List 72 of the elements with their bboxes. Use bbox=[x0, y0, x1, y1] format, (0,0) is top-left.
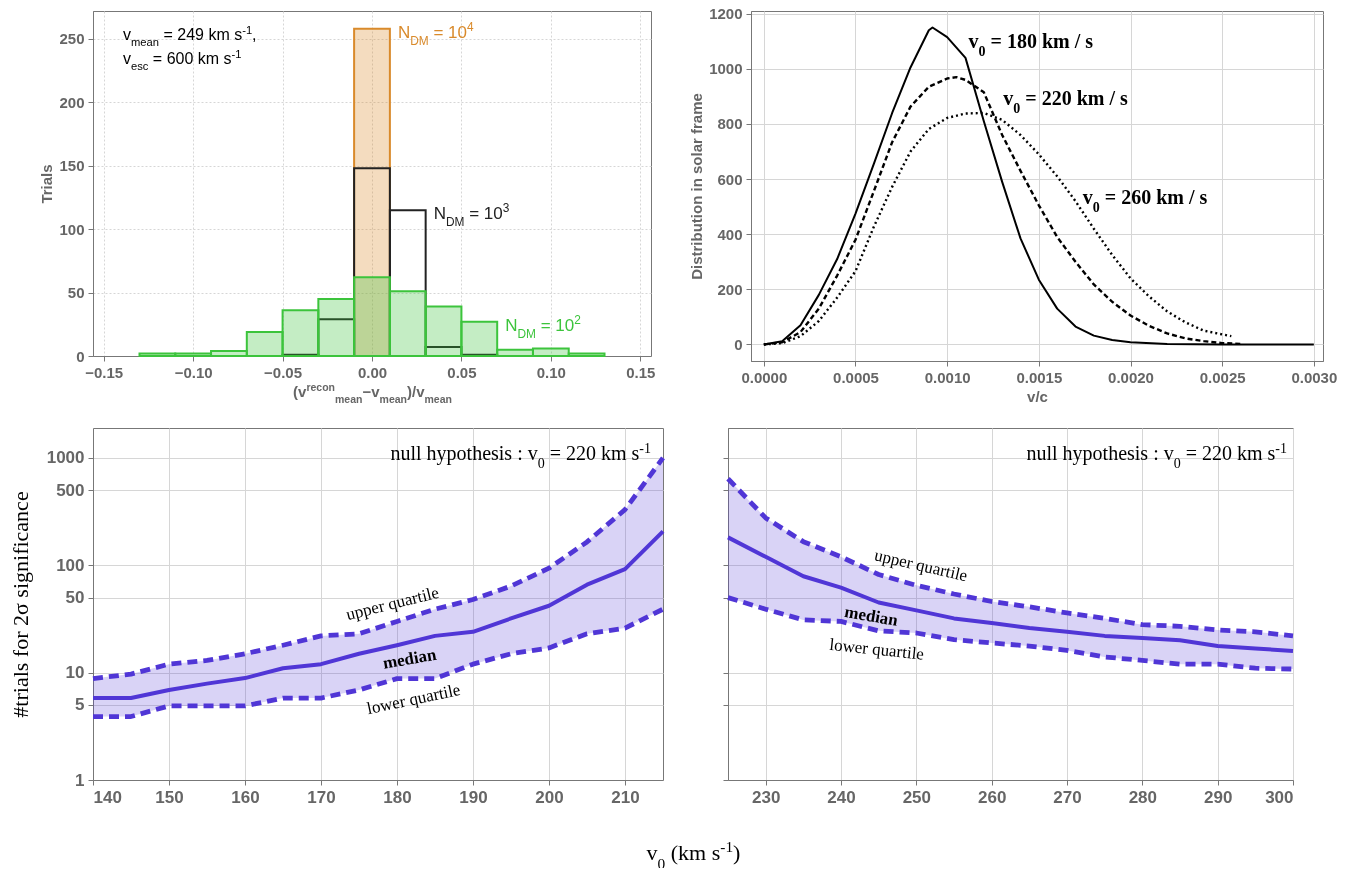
series-label: v$_{0}$ = 260 km / s bbox=[1082, 185, 1208, 215]
y-tick-label: 5 bbox=[75, 695, 85, 715]
annotation: null hypothesis : v$_{0}$ = 220 km s$^{-1}$ bbox=[1026, 440, 1287, 471]
x-axis-title: (v$^{recon}$$_{mean}$−v$_{mean}$)/v$_{mean}$ bbox=[293, 380, 452, 405]
annotation: v$_{esc}$ = 600 km s$^{-1}$ bbox=[123, 48, 242, 72]
text: lower quartile bbox=[828, 634, 925, 664]
text: lower quartile bbox=[365, 679, 463, 719]
y-tick-label: 200 bbox=[59, 93, 85, 111]
y-tick-label: 50 bbox=[65, 588, 85, 608]
y-tick-label: 250 bbox=[59, 30, 85, 48]
y-tick-label: 0 bbox=[76, 347, 85, 365]
series-label: N$_{DM}$ = 10$^{2}$ bbox=[505, 312, 582, 341]
x-tick-label: 0.0020 bbox=[1108, 368, 1154, 386]
x-tick-label: 170 bbox=[307, 787, 336, 807]
series-label: v$_{0}$ = 180 km / s bbox=[968, 29, 1094, 59]
x-tick-label: 290 bbox=[1203, 787, 1233, 807]
x-tick-label: 240 bbox=[827, 787, 856, 807]
y-tick-label: 1000 bbox=[46, 448, 85, 468]
x-tick-label: 0.10 bbox=[536, 363, 566, 381]
x-tick-label: 150 bbox=[155, 787, 184, 807]
text: median bbox=[843, 601, 900, 631]
x-tick-label: 180 bbox=[383, 787, 412, 807]
text: upper quartile bbox=[344, 582, 441, 625]
x-tick-label: 0.05 bbox=[447, 363, 477, 381]
x-tick-label: 280 bbox=[1128, 787, 1158, 807]
series-label: N$_{DM}$ = 10$^{4}$ bbox=[397, 19, 474, 48]
x-tick-label: 0.15 bbox=[626, 363, 656, 381]
x-tick-label: 0.0000 bbox=[741, 368, 788, 386]
text: upper quartile bbox=[872, 545, 970, 586]
y-tick-label: 1 bbox=[75, 770, 85, 790]
y-axis-title: #trials for 2σ significance bbox=[7, 491, 33, 718]
x-tick-label: 0.0025 bbox=[1199, 368, 1246, 386]
x-axis-title: v$_{0}$ (km s$^{-1}$) bbox=[646, 837, 741, 869]
x-tick-label: 300 bbox=[1265, 787, 1294, 807]
y-tick-label: 600 bbox=[717, 170, 743, 188]
x-tick-label: 160 bbox=[231, 787, 260, 807]
y-axis-title: Trials bbox=[38, 164, 56, 204]
y-tick-label: 0 bbox=[734, 335, 743, 353]
y-tick-label: 400 bbox=[717, 225, 743, 243]
x-tick-label: 0.0030 bbox=[1291, 368, 1338, 386]
x-tick-label: 140 bbox=[93, 787, 122, 807]
y-tick-label: 10 bbox=[65, 663, 85, 683]
x-tick-label: 0.0010 bbox=[924, 368, 971, 386]
y-tick-label: 500 bbox=[56, 480, 85, 500]
x-tick-label: 0.0005 bbox=[833, 368, 879, 386]
y-tick-label: 200 bbox=[717, 280, 743, 298]
y-axis-title: Distribution in solar frame bbox=[688, 93, 706, 280]
x-tick-label: −0.05 bbox=[264, 363, 303, 381]
x-axis-title: v/c bbox=[1027, 387, 1048, 405]
x-tick-label: 210 bbox=[611, 787, 640, 807]
series-label: N$_{DM}$ = 10$^{3}$ bbox=[433, 201, 510, 230]
y-tick-label: 1000 bbox=[709, 60, 743, 78]
annotation: v$_{mean}$ = 249 km s$^{-1}$, bbox=[123, 24, 257, 48]
x-tick-label: 200 bbox=[535, 787, 564, 807]
x-tick-label: 230 bbox=[751, 787, 781, 807]
text: median bbox=[381, 644, 439, 673]
y-tick-label: 50 bbox=[67, 284, 85, 302]
series-label: v$_{0}$ = 220 km / s bbox=[1003, 87, 1129, 116]
x-tick-label: 260 bbox=[977, 787, 1007, 807]
x-tick-label: 0.00 bbox=[357, 363, 388, 381]
y-tick-label: 150 bbox=[59, 157, 85, 175]
x-tick-label: 190 bbox=[459, 787, 488, 807]
x-tick-label: −0.10 bbox=[174, 363, 213, 381]
x-tick-label: 0.0015 bbox=[1016, 368, 1063, 386]
annotation: null hypothesis : v$_{0}$ = 220 km s$^{-1}$ bbox=[390, 440, 651, 471]
y-tick-label: 1200 bbox=[709, 5, 743, 23]
y-tick-label: 100 bbox=[56, 555, 85, 575]
y-tick-label: 100 bbox=[59, 220, 85, 238]
y-tick-label: 800 bbox=[717, 115, 743, 133]
x-tick-label: 270 bbox=[1053, 787, 1082, 807]
x-tick-label: 250 bbox=[902, 787, 932, 807]
x-tick-label: −0.15 bbox=[85, 363, 124, 381]
